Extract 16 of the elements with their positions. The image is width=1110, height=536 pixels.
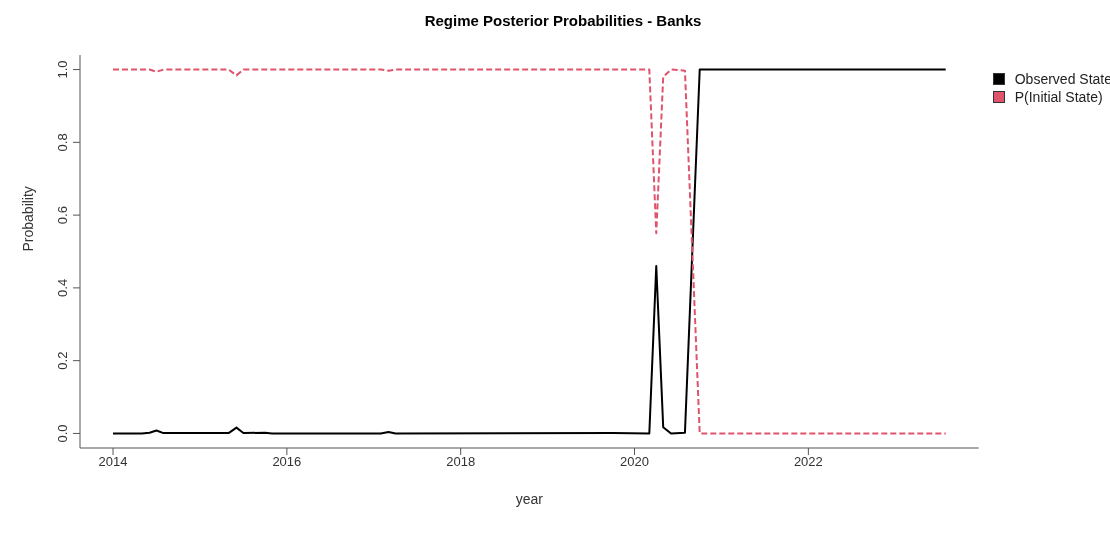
y-tick-label: 0.6 bbox=[55, 206, 70, 225]
y-tick-label: 0.8 bbox=[55, 133, 70, 152]
legend-label: P(Initial State) bbox=[1014, 88, 1103, 106]
x-tick-label: 2018 bbox=[446, 454, 476, 470]
y-tick-label: 0.4 bbox=[55, 278, 70, 297]
y-tick-label: 0.2 bbox=[55, 351, 70, 370]
x-tick-label: 2020 bbox=[620, 454, 649, 470]
x-tick-label: 2014 bbox=[98, 454, 128, 470]
x-tick-label: 2016 bbox=[272, 454, 302, 470]
x-axis-title: year bbox=[515, 491, 544, 507]
y-tick-label: 0.0 bbox=[55, 424, 70, 443]
x-tick-label: 2022 bbox=[793, 454, 823, 470]
chart-title: Regime Posterior Probabilities - Banks bbox=[423, 12, 703, 29]
y-axis-title: Probability bbox=[19, 186, 36, 252]
line-series bbox=[112, 68, 947, 435]
y-tick-label: 1.0 bbox=[55, 60, 70, 79]
